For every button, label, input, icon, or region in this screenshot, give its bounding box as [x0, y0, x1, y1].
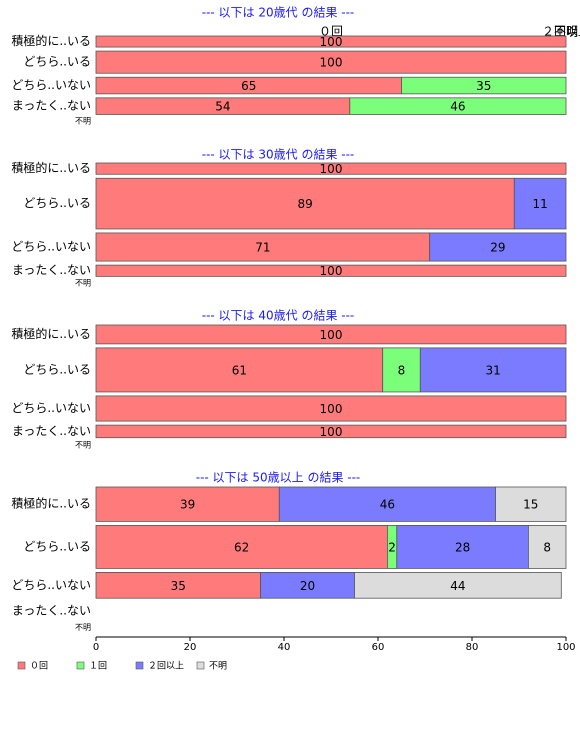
category-label: 不明 [75, 279, 91, 288]
bar-segment [349, 97, 567, 115]
data-label: 39 [180, 498, 195, 512]
legend-label: ０回 [30, 661, 48, 672]
bar-segment [95, 525, 388, 569]
data-label: 11 [533, 197, 548, 211]
data-label: 28 [455, 540, 470, 554]
bar-segment [429, 232, 567, 262]
panel-title: --- 以下は 30歳代 の結果 --- [202, 148, 355, 162]
data-label: 54 [215, 100, 230, 114]
category-label: どちら..いない [11, 240, 91, 254]
bar-segment [401, 76, 567, 95]
x-tick-label: 40 [278, 642, 291, 653]
legend-swatch [17, 661, 26, 670]
bar-segment [95, 347, 384, 393]
bar-segment [382, 347, 421, 393]
data-label: 62 [234, 540, 249, 554]
data-label: 100 [320, 56, 343, 70]
legend-swatch [196, 661, 205, 670]
category-label: どちら..いる [23, 362, 91, 376]
bar-segment [278, 486, 496, 522]
category-label: どちら..いる [23, 539, 91, 553]
data-label: 100 [320, 425, 343, 439]
x-tick-label: 20 [184, 642, 197, 653]
category-label: まったく..ない [12, 99, 91, 113]
category-label: どちら..いない [11, 578, 91, 592]
bar-segment [513, 177, 567, 230]
category-label: 不明 [75, 440, 91, 449]
bar-segment [95, 232, 431, 262]
data-label: 89 [298, 197, 313, 211]
category-label: どちら..いる [23, 196, 91, 210]
data-label: 100 [320, 35, 343, 49]
category-label: 不明 [75, 623, 91, 632]
category-label: まったく..ない [12, 263, 91, 277]
header-label-zero: ０回 [319, 25, 343, 39]
data-label: 100 [320, 328, 343, 342]
x-tick-label: 100 [556, 642, 575, 653]
bar-segment [95, 424, 567, 439]
legend-label: 不明 [209, 661, 227, 672]
x-tick-label: 0 [93, 642, 99, 653]
bar-segment [354, 572, 562, 599]
data-label: 65 [241, 79, 256, 93]
bar-segment [95, 486, 280, 522]
data-label: 100 [320, 402, 343, 416]
bar-segment [528, 525, 567, 569]
data-label: 61 [232, 363, 247, 377]
bar-segment [419, 347, 567, 393]
bar-segment [95, 264, 567, 277]
category-label: 積極的に..いる [11, 496, 91, 511]
x-tick-label: 80 [466, 642, 479, 653]
x-tick-label: 60 [372, 642, 385, 653]
category-label: 不明 [75, 117, 91, 126]
category-label: どちら..いない [11, 401, 91, 415]
bar-segment [95, 162, 567, 175]
header-label-two-plus: ２回以上 [542, 25, 580, 39]
bar-segment [396, 525, 529, 569]
data-label: 2 [388, 540, 396, 554]
panel-title: --- 以下は 20歳代 の結果 --- [202, 6, 355, 20]
header-label-unknown: 不明 [554, 25, 578, 39]
data-label: 44 [450, 579, 465, 593]
bar-segment [260, 572, 355, 599]
legend-swatch [135, 661, 144, 670]
data-label: 35 [171, 579, 186, 593]
data-label: 20 [300, 579, 315, 593]
bar-segment [95, 395, 567, 422]
category-label: まったく..ない [12, 424, 91, 438]
legend-label: １回 [89, 661, 107, 672]
category-label: 積極的に..いる [11, 33, 91, 48]
category-label: 積極的に..いる [11, 160, 91, 175]
category-label: どちら..いる [23, 55, 91, 69]
legend-label: ２回以上 [148, 661, 184, 672]
category-label: どちら..いない [11, 78, 91, 92]
data-label: 31 [486, 363, 501, 377]
data-label: 29 [490, 241, 505, 255]
panel-title: --- 以下は 40歳代 の結果 --- [202, 309, 355, 323]
category-label: まったく..ない [12, 603, 91, 617]
panel-title: --- 以下は 50歳以上 の結果 --- [196, 471, 361, 485]
data-label: 100 [320, 264, 343, 278]
bar-segment [95, 572, 261, 599]
data-label: 8 [543, 540, 551, 554]
legend-swatch [76, 661, 85, 670]
data-label: 71 [255, 241, 270, 255]
category-label: 積極的に..いる [11, 326, 91, 341]
data-label: 46 [380, 498, 395, 512]
bar-segment [95, 50, 567, 74]
data-label: 100 [320, 162, 343, 176]
data-label: 35 [476, 79, 491, 93]
bar-segment [95, 177, 515, 230]
data-label: 8 [398, 363, 406, 377]
bar-segment [95, 324, 567, 345]
bar-segment [95, 35, 567, 48]
data-label: 15 [523, 498, 538, 512]
data-label: 46 [450, 100, 465, 114]
bar-segment [495, 486, 567, 522]
